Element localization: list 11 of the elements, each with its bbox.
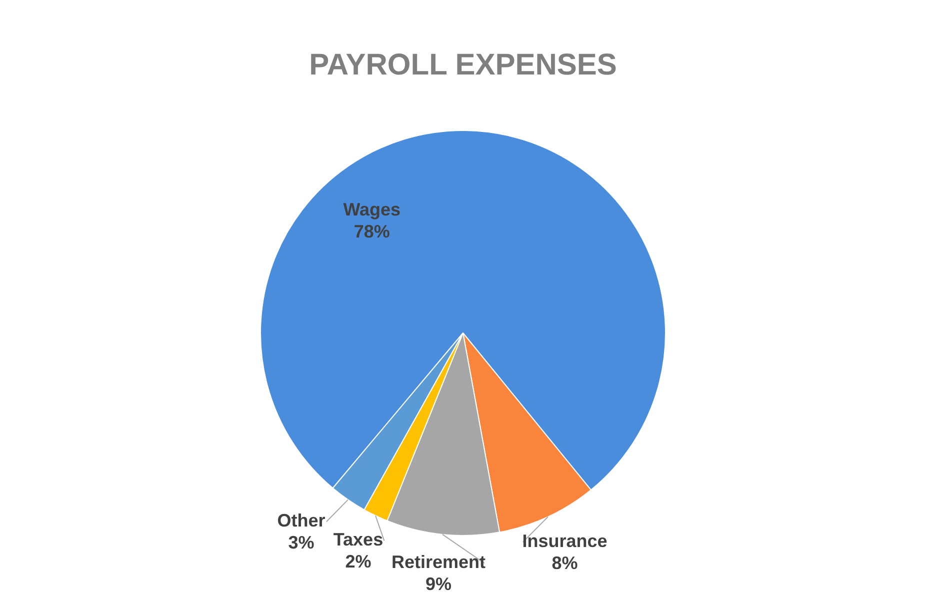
data-label: 2% bbox=[345, 552, 372, 572]
slice-label: Taxes bbox=[333, 530, 384, 550]
slice-label: Wages bbox=[343, 200, 401, 220]
data-label: 3% bbox=[288, 532, 314, 553]
data-label: 9% bbox=[425, 574, 452, 594]
slice-label: Insurance bbox=[522, 531, 608, 552]
slice-label: Retirement bbox=[391, 552, 486, 572]
chart-title: PAYROLL EXPENSES bbox=[309, 48, 617, 82]
data-label: 8% bbox=[552, 553, 578, 574]
slice-label: Other bbox=[277, 510, 326, 531]
data-label: 78% bbox=[354, 222, 390, 242]
